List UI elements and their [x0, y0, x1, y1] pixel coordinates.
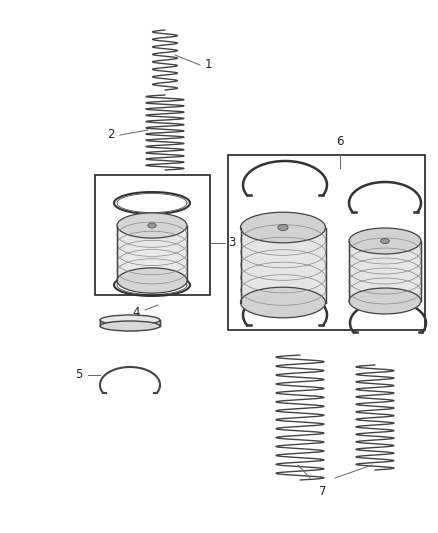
- Ellipse shape: [240, 287, 325, 318]
- Text: 4: 4: [133, 306, 140, 319]
- Ellipse shape: [349, 228, 421, 254]
- Bar: [349, 241, 421, 301]
- Text: 7: 7: [319, 485, 327, 498]
- Ellipse shape: [117, 268, 187, 293]
- Ellipse shape: [349, 288, 421, 314]
- Ellipse shape: [100, 315, 160, 325]
- Ellipse shape: [240, 212, 325, 243]
- Text: 1: 1: [205, 59, 212, 71]
- Text: 2: 2: [107, 128, 115, 141]
- Text: 6: 6: [336, 135, 344, 148]
- Text: 5: 5: [76, 368, 83, 382]
- Text: 3: 3: [228, 237, 235, 249]
- Bar: [228, 155, 425, 330]
- Bar: [95, 175, 210, 295]
- Ellipse shape: [100, 321, 160, 331]
- Bar: [240, 228, 325, 303]
- Ellipse shape: [117, 213, 187, 238]
- Ellipse shape: [381, 238, 389, 244]
- Ellipse shape: [278, 224, 288, 231]
- Bar: [117, 225, 187, 280]
- Bar: [100, 320, 160, 326]
- Ellipse shape: [148, 223, 156, 228]
